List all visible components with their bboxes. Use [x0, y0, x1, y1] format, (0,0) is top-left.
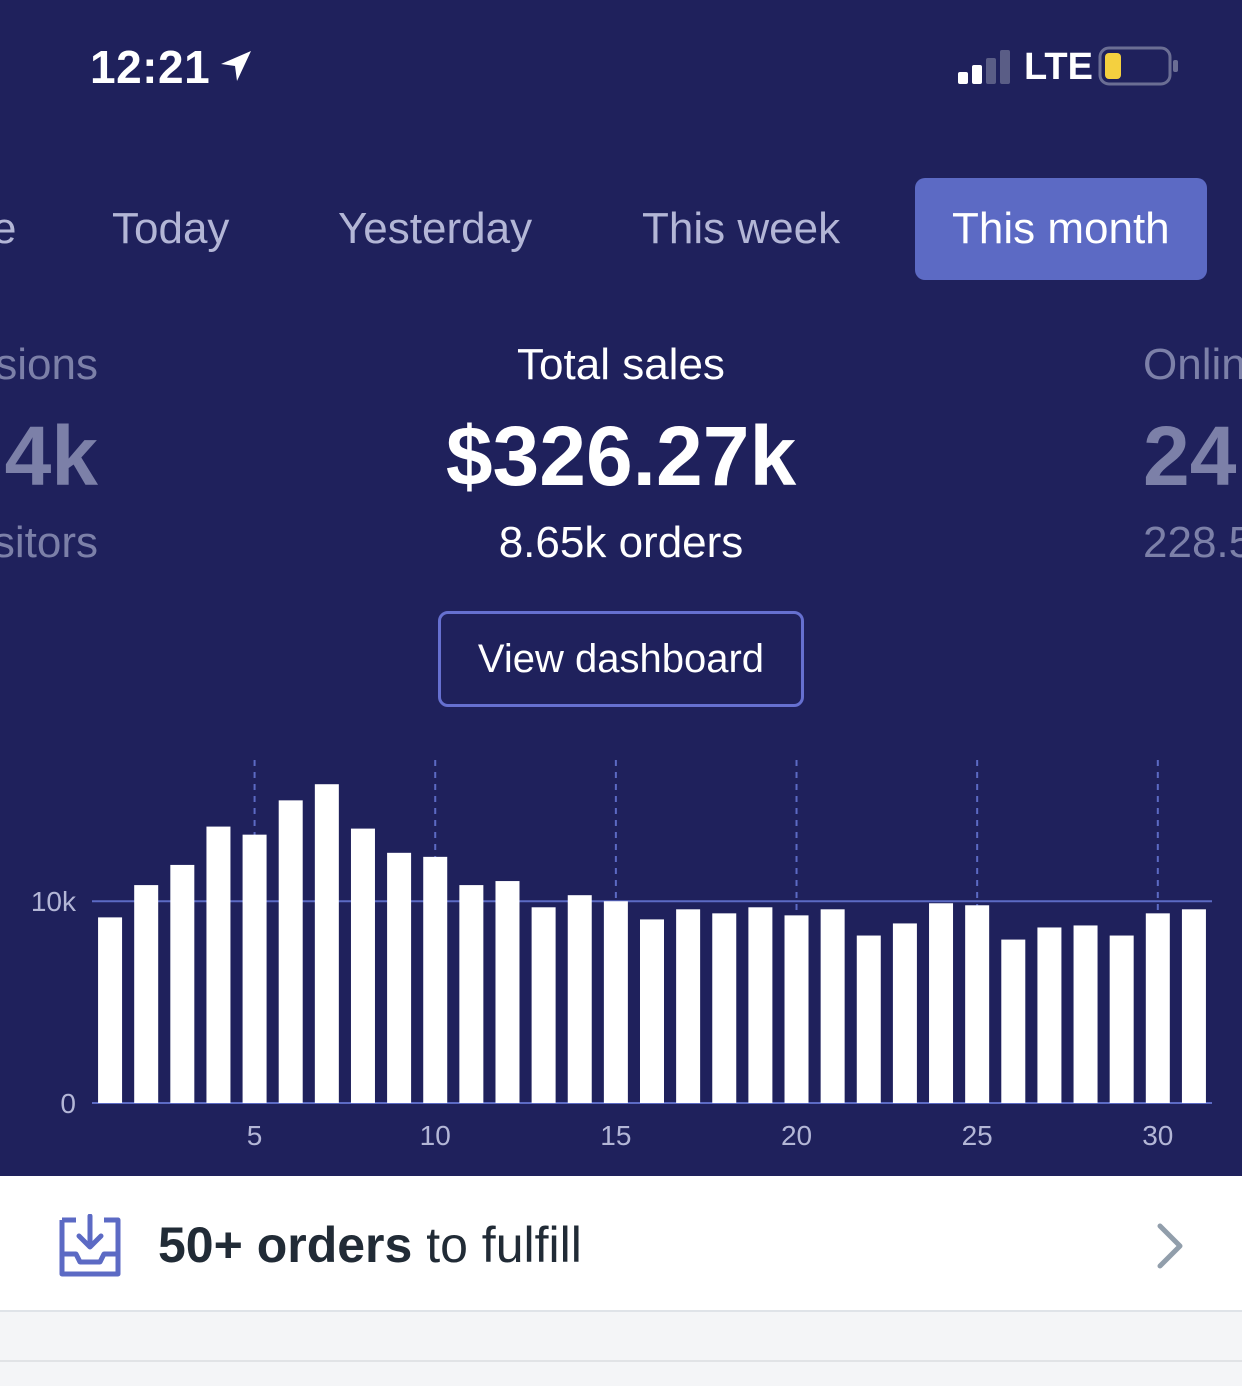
bar	[134, 885, 159, 1103]
x-tick-label: 5	[247, 1120, 263, 1151]
tab-this-month[interactable]: This month	[915, 178, 1207, 280]
orders-count-bold: 50+ orders	[158, 1217, 413, 1273]
x-tick-label: 30	[1142, 1120, 1173, 1151]
daily-sales-chart: 0 10k 5 10 15 20 25 30	[31, 760, 1212, 1151]
bar	[640, 919, 664, 1103]
tab-yesterday[interactable]: Yesterday	[338, 204, 533, 253]
bar	[459, 885, 484, 1103]
orders-to-fulfill-text: 50+ orders to fulfill	[158, 1216, 582, 1274]
bar	[98, 917, 123, 1103]
bar	[531, 907, 556, 1103]
bar	[1001, 939, 1026, 1103]
bar	[1145, 913, 1170, 1103]
tab-partial[interactable]: e	[0, 204, 17, 253]
bar	[1181, 909, 1206, 1103]
bar	[965, 905, 990, 1103]
x-tick-label: 25	[962, 1120, 993, 1151]
metric-right-sub: 228.5	[1143, 518, 1242, 567]
y-tick-label: 10k	[31, 886, 77, 917]
bar	[748, 907, 773, 1103]
bar	[350, 828, 375, 1103]
bar	[1037, 927, 1062, 1103]
bar	[929, 903, 954, 1103]
metric-left-sub: sitors	[0, 518, 98, 567]
sales-hero: 12:21 LTE e Today Yesterday This week Th…	[0, 0, 1242, 1176]
tab-today[interactable]: Today	[112, 204, 230, 253]
x-tick-label: 10	[420, 1120, 451, 1151]
bar	[712, 913, 737, 1103]
orders-count: 8.65k orders	[498, 518, 744, 567]
network-type: LTE	[1024, 46, 1093, 88]
bar	[603, 901, 628, 1103]
bar	[567, 895, 592, 1103]
bar	[1109, 935, 1134, 1103]
view-dashboard-button[interactable]: View dashboard	[438, 611, 804, 707]
total-sales-label: Total sales	[517, 340, 725, 389]
metric-left-label: sions	[0, 340, 98, 389]
x-tick-label: 15	[600, 1120, 631, 1151]
bar	[784, 915, 809, 1103]
location-arrow-icon	[221, 51, 251, 81]
bar	[820, 909, 845, 1103]
chevron-right-icon[interactable]	[1152, 1222, 1188, 1270]
y-tick-label: 0	[60, 1088, 76, 1119]
status-time: 12:21	[90, 41, 211, 93]
bar	[856, 935, 881, 1103]
bar	[314, 784, 339, 1103]
section-divider	[0, 1360, 1242, 1362]
signal-bars-icon	[958, 50, 1010, 84]
bar	[242, 834, 267, 1103]
x-tick-label: 20	[781, 1120, 812, 1151]
bar	[892, 923, 917, 1103]
bar	[206, 826, 231, 1103]
bar	[676, 909, 701, 1103]
metric-left-value: 4k	[4, 409, 98, 503]
bar	[1073, 925, 1098, 1103]
bar	[170, 864, 195, 1103]
tab-this-week[interactable]: This week	[642, 204, 841, 253]
metric-right-label: Onlin	[1143, 340, 1242, 389]
total-sales-value: $326.27k	[445, 409, 797, 503]
bar	[495, 881, 520, 1103]
orders-to-fulfill-row[interactable]: 50+ orders to fulfill	[0, 1176, 1242, 1312]
bar	[278, 800, 303, 1103]
battery-low-icon	[1098, 46, 1178, 86]
bar	[423, 856, 448, 1103]
bar	[387, 852, 412, 1103]
inbox-download-icon	[59, 1214, 121, 1277]
metric-right-value: 24	[1143, 409, 1237, 503]
orders-to-fulfill-suffix: to fulfill	[412, 1217, 582, 1273]
